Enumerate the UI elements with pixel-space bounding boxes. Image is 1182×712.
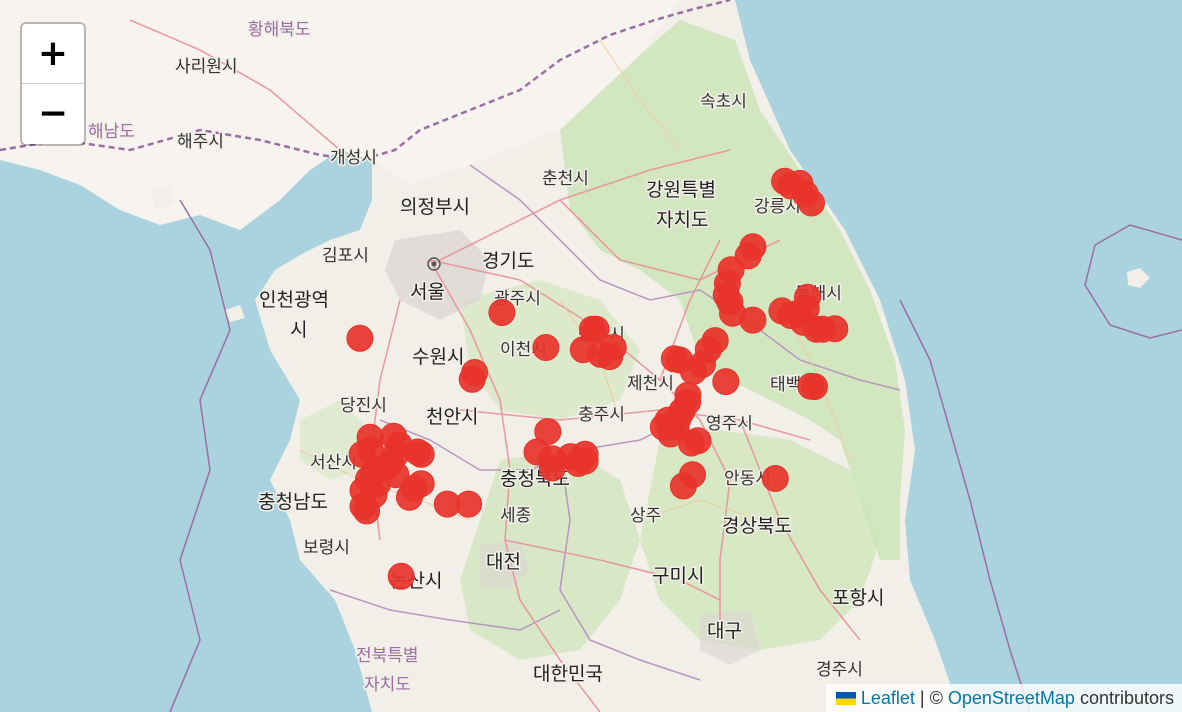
map-label: 의정부시: [400, 196, 470, 218]
map-label: 보령시: [303, 538, 350, 558]
data-point-marker[interactable]: [532, 334, 560, 361]
data-point-marker[interactable]: [794, 283, 821, 311]
map-label: 자치도: [656, 209, 708, 231]
island: [225, 305, 245, 322]
map-label: 시: [290, 319, 307, 341]
marker-layer: [346, 167, 849, 590]
dmz-border: [0, 0, 731, 162]
openstreetmap-link[interactable]: OpenStreetMap: [947, 688, 1075, 708]
urban-area: [385, 230, 490, 320]
map-label: 속초시: [700, 92, 747, 112]
map-label: 충청남도: [258, 491, 328, 513]
map-label: 해주시: [177, 132, 224, 152]
map-label: 세종: [500, 506, 531, 526]
map-label: 해남도: [88, 122, 135, 142]
map-label: 개성시: [330, 148, 377, 168]
map-label: 상주: [630, 506, 661, 526]
data-point-marker[interactable]: [798, 189, 825, 217]
province-border: [379, 419, 681, 471]
maritime-border: [1084, 224, 1182, 339]
map-label: 김포시: [322, 246, 369, 266]
map-label: 수원시: [412, 346, 464, 368]
map-label: 영주시: [706, 414, 753, 434]
data-point-marker[interactable]: [666, 346, 694, 374]
province-border: [329, 589, 561, 631]
data-point-marker[interactable]: [346, 324, 374, 352]
map-label: 사리원시: [175, 57, 238, 77]
map-label: 충주시: [578, 405, 625, 425]
data-point-marker[interactable]: [353, 497, 381, 525]
data-point-marker[interactable]: [382, 461, 410, 489]
copyright-symbol: ©: [929, 688, 943, 708]
forest-area: [460, 450, 640, 660]
island: [268, 325, 290, 346]
data-point-marker[interactable]: [761, 465, 789, 492]
data-point-marker[interactable]: [684, 427, 712, 455]
contributors-text: contributors: [1079, 688, 1174, 708]
map-label: 서산시: [310, 453, 357, 473]
data-point-marker[interactable]: [387, 562, 415, 590]
leaflet-link[interactable]: Leaflet: [860, 688, 915, 708]
maritime-border: [169, 199, 231, 712]
attribution: Leaflet | © OpenStreetMap contributors: [825, 684, 1182, 712]
data-point-marker[interactable]: [538, 454, 566, 482]
map-label: 대구: [707, 620, 742, 642]
map-label: 구미시: [652, 565, 704, 587]
island: [150, 185, 175, 210]
data-point-marker[interactable]: [395, 483, 423, 511]
zoom-out-button[interactable]: −: [22, 84, 84, 144]
map-label: 춘천시: [542, 169, 589, 189]
map-label: 대한민국: [533, 663, 603, 685]
map-label: 서울: [410, 281, 445, 303]
urban-area: [700, 610, 760, 665]
map-label: 대전: [486, 551, 521, 573]
place-labels: 황해북도 사리원시 해남도 해주시 개성시 속초시 춘천시 강원특별 자치도 강…: [87, 19, 886, 697]
map-label: 경기도: [482, 250, 534, 272]
data-point-marker[interactable]: [488, 299, 516, 326]
map-label: 경상북도: [722, 515, 792, 537]
attribution-separator: |: [919, 688, 925, 708]
data-point-marker[interactable]: [458, 365, 486, 393]
map-label: 황해북도: [248, 20, 311, 40]
capital-icon: [427, 257, 441, 271]
maritime-border: [899, 299, 1031, 712]
province-border: [469, 164, 901, 391]
map-label: 천안시: [426, 406, 478, 428]
data-point-marker[interactable]: [571, 440, 599, 468]
map-label: 제천시: [627, 374, 674, 394]
data-point-marker[interactable]: [669, 472, 697, 500]
data-point-marker[interactable]: [712, 368, 740, 396]
data-point-marker[interactable]: [404, 438, 432, 466]
map-label: 인천광역: [259, 289, 329, 311]
data-point-marker[interactable]: [821, 315, 849, 343]
map-label: 경주시: [816, 660, 863, 680]
ukraine-flag-icon: [835, 692, 856, 705]
data-point-marker[interactable]: [739, 306, 767, 334]
zoom-control: + −: [20, 22, 86, 146]
map-label: 강릉시: [754, 197, 801, 217]
map-label: 전북특별: [356, 646, 419, 666]
north-korea-land: [0, 0, 680, 230]
data-point-marker[interactable]: [599, 334, 627, 361]
map-label: 강원특별: [646, 179, 716, 201]
data-point-marker[interactable]: [797, 372, 825, 400]
data-point-marker[interactable]: [674, 381, 702, 409]
map-label: 포항시: [832, 587, 884, 609]
map-label: 당진시: [340, 396, 387, 416]
urban-area: [480, 540, 530, 590]
map-label: 자치도: [364, 675, 411, 695]
data-point-marker[interactable]: [455, 490, 483, 518]
zoom-in-button[interactable]: +: [22, 24, 84, 84]
map-label: 안동시: [724, 469, 771, 489]
province-border: [559, 449, 701, 681]
island: [1127, 268, 1150, 288]
